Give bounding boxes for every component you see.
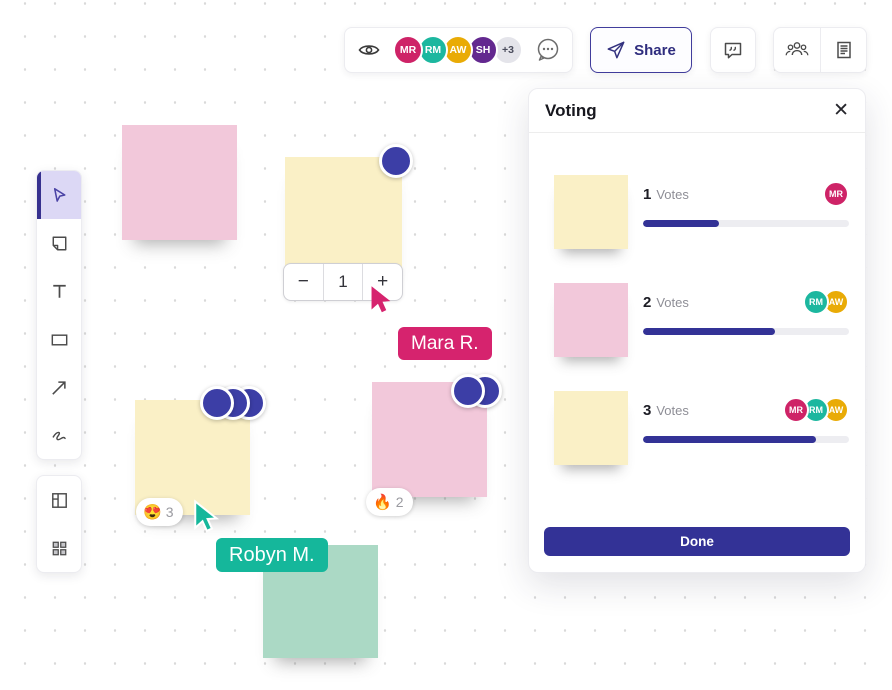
heart-eyes-emoji-icon: 😍	[143, 504, 162, 521]
vote-stepper: − 1 +	[283, 263, 403, 301]
voting-panel-title: Voting	[545, 100, 597, 120]
vote-count-label: Votes	[656, 294, 689, 310]
tool-apps-grid[interactable]	[37, 524, 81, 572]
voter-avatar: AW	[823, 397, 849, 423]
panel-toggle-group	[773, 27, 867, 73]
tool-shape[interactable]	[37, 315, 81, 363]
avatar-overflow-count[interactable]: +3	[493, 35, 523, 65]
tool-arrow[interactable]	[37, 363, 81, 411]
people-icon	[785, 42, 809, 56]
done-button[interactable]: Done	[544, 527, 850, 556]
document-icon	[836, 41, 851, 59]
notes-panel-button[interactable]	[820, 28, 866, 72]
vote-token[interactable]	[451, 374, 485, 408]
tool-pen[interactable]	[37, 411, 81, 459]
rectangle-icon	[51, 333, 67, 345]
layout-icon	[51, 492, 67, 508]
avatar[interactable]: MR	[393, 35, 423, 65]
share-button-label: Share	[634, 41, 676, 59]
reaction-count: 3	[165, 504, 174, 520]
vote-count: 1	[643, 185, 652, 203]
tool-palette	[36, 170, 82, 460]
avatar[interactable]: AW	[443, 35, 473, 65]
fire-emoji-icon: 🔥	[373, 494, 392, 511]
note-thumbnail	[554, 391, 628, 465]
collaborators-toolbar: MR RM AW SH +3	[344, 27, 573, 73]
vote-progress-fill	[643, 436, 817, 443]
grid-icon	[52, 541, 66, 555]
voting-panel-header: Voting ✕	[529, 89, 865, 133]
vote-token[interactable]	[379, 144, 413, 178]
vote-progress-fill	[643, 328, 775, 335]
arrow-icon	[51, 380, 66, 395]
vote-progress-fill	[643, 220, 720, 227]
vote-token[interactable]	[200, 386, 234, 420]
cursor-icon	[53, 187, 66, 202]
voter-avatar: RM	[803, 289, 829, 315]
quote-comment-icon	[724, 42, 742, 59]
tool-palette-secondary	[36, 475, 82, 573]
collaborator-name-tag: Mara R.	[398, 327, 492, 360]
tool-text[interactable]	[37, 267, 81, 315]
voter-avatar: MR	[783, 397, 809, 423]
vote-result-row: 3 Votes MR RM AW	[554, 391, 849, 465]
tool-sticky-note[interactable]	[37, 219, 81, 267]
avatar-stack: MR RM AW SH +3	[393, 35, 523, 65]
sticky-note-yellow-top[interactable]	[285, 157, 402, 274]
reaction-pill-heart-eyes[interactable]: 😍 3	[136, 498, 184, 526]
voting-panel: Voting ✕ 1 Votes MR	[528, 88, 866, 573]
voter-avatar: MR	[823, 181, 849, 207]
chat-dots-icon[interactable]	[533, 35, 563, 65]
reaction-count: 2	[395, 494, 404, 510]
text-icon	[52, 284, 66, 298]
share-button[interactable]: Share	[590, 27, 692, 73]
note-thumbnail	[554, 283, 628, 357]
sticky-note-icon	[52, 236, 66, 250]
collaborator-name-tag: Robyn M.	[216, 538, 328, 572]
collaborator-cursor-icon	[368, 284, 395, 320]
vote-result-row: 1 Votes MR	[554, 175, 849, 249]
stepper-value: 1	[322, 264, 363, 300]
scribble-icon	[52, 431, 66, 440]
stepper-increment-button[interactable]: +	[362, 264, 402, 300]
vote-progress-track	[643, 220, 849, 227]
vote-result-row: 2 Votes RM AW	[554, 283, 849, 357]
close-icon[interactable]: ✕	[833, 100, 849, 121]
tool-layout[interactable]	[37, 476, 81, 524]
comment-button[interactable]	[710, 27, 756, 73]
visibility-eye-icon[interactable]	[357, 38, 381, 62]
vote-progress-track	[643, 436, 849, 443]
vote-count-label: Votes	[656, 186, 689, 202]
collaborators-panel-button[interactable]	[774, 28, 820, 72]
note-thumbnail	[554, 175, 628, 249]
avatar[interactable]: SH	[468, 35, 498, 65]
stepper-decrement-button[interactable]: −	[297, 271, 309, 292]
vote-count: 3	[643, 401, 652, 419]
vote-count: 2	[643, 293, 652, 311]
vote-count-label: Votes	[656, 402, 689, 418]
tool-select[interactable]	[37, 171, 81, 219]
sticky-note-pink-top[interactable]	[122, 125, 237, 240]
collaborator-cursor-icon	[191, 499, 222, 539]
reaction-pill-fire[interactable]: 🔥 2	[366, 488, 414, 516]
paper-plane-icon	[606, 40, 626, 60]
vote-progress-track	[643, 328, 849, 335]
